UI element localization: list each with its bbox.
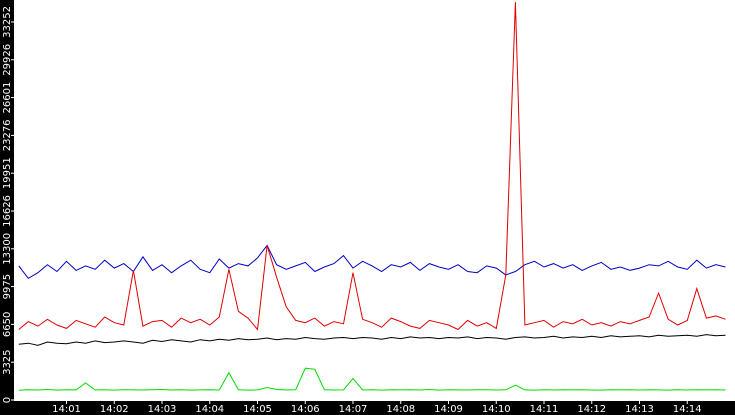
x-tick-label: 14:04 — [195, 404, 224, 415]
x-tick-label: 14:06 — [291, 404, 320, 415]
y-tick-label: 6650 — [2, 312, 13, 337]
y-tick-label: 13300 — [2, 233, 13, 265]
y-tick-label: 33252 — [2, 6, 13, 38]
x-tick-label: 14:05 — [243, 404, 272, 415]
y-tick-label: 29926 — [2, 44, 13, 76]
x-tick-label: 14:10 — [482, 404, 511, 415]
series-line — [18, 334, 726, 346]
x-tick-label: 14:03 — [148, 404, 177, 415]
x-tick-label: 14:13 — [625, 404, 654, 415]
x-tick-label: 14:14 — [673, 404, 702, 415]
x-tick-label: 14:08 — [386, 404, 415, 415]
y-tick-label: 16626 — [2, 195, 13, 227]
y-tick-label: 23276 — [2, 119, 13, 151]
y-tick-label: 9975 — [2, 274, 13, 299]
x-tick-label: 14:07 — [339, 404, 368, 415]
x-tick-label: 14:12 — [577, 404, 606, 415]
x-tick-label: 14:01 — [52, 404, 81, 415]
series-line — [18, 367, 726, 391]
x-tick-label: 14:11 — [530, 404, 559, 415]
series-line — [18, 2, 726, 331]
series-line — [18, 244, 726, 280]
y-tick-label: 0 — [2, 397, 13, 403]
x-axis-band — [0, 401, 735, 415]
y-tick-label: 26601 — [2, 82, 13, 114]
y-tick-label: 19951 — [2, 157, 13, 189]
x-tick-label: 14:09 — [434, 404, 463, 415]
x-tick-label: 14:02 — [100, 404, 129, 415]
y-axis-band — [0, 0, 14, 415]
y-tick-label: 3325 — [2, 349, 13, 374]
